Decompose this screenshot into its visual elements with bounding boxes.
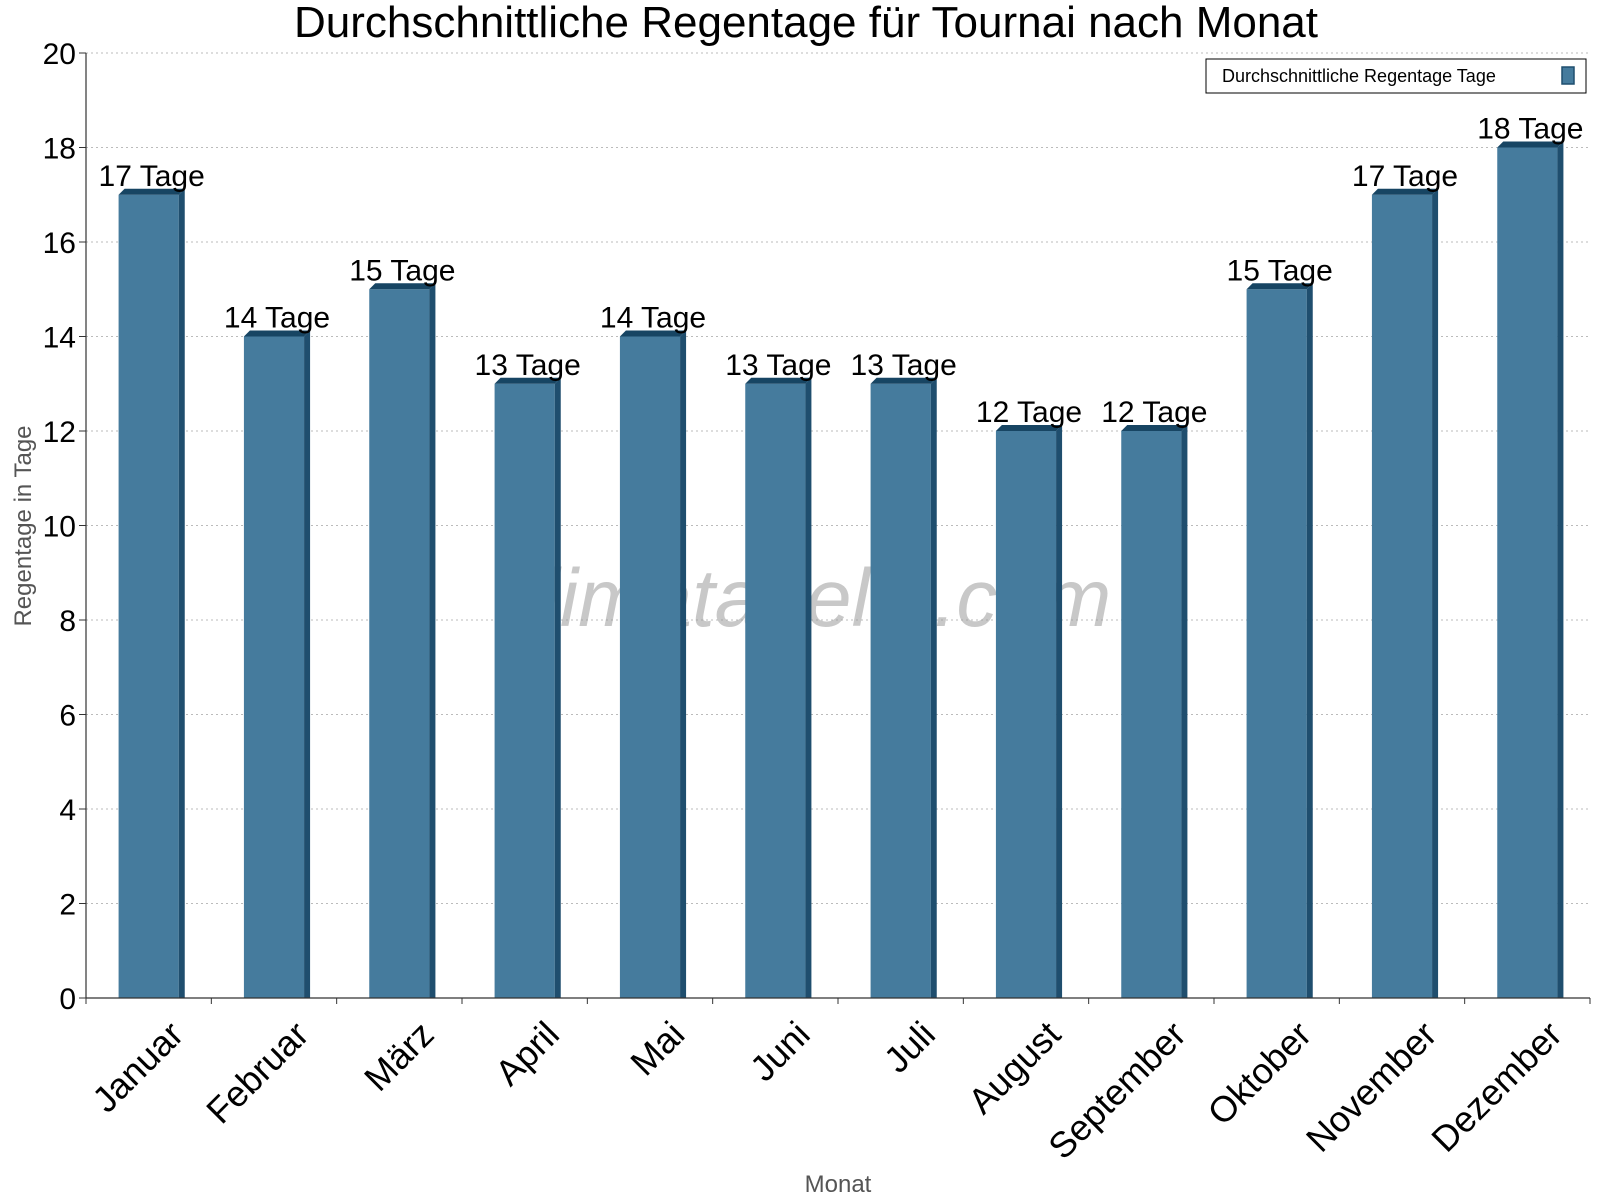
chart-title: Durchschnittliche Regentage für Tournai … (294, 0, 1318, 47)
bar (369, 289, 430, 998)
bar (870, 383, 931, 998)
bar (118, 194, 179, 998)
x-tick-label: Mai (622, 1013, 692, 1083)
x-tick-label: November (1298, 1013, 1444, 1159)
bar-top (494, 377, 561, 384)
bar (745, 383, 806, 998)
bar-side (1181, 425, 1188, 998)
legend-label: Durchschnittliche Regentage Tage (1222, 66, 1496, 86)
bar (243, 336, 305, 998)
bar-side (1432, 188, 1439, 998)
bar-top (243, 330, 311, 337)
bar-value-label: 13 Tage (475, 349, 581, 382)
bar-side (429, 283, 436, 998)
bar-side (1306, 283, 1313, 998)
bar (995, 431, 1057, 998)
y-tick-label: 8 (59, 605, 76, 638)
bar-side (1557, 141, 1564, 998)
bar-side (554, 377, 561, 998)
bar-value-label: 13 Tage (851, 349, 957, 382)
bar-top (118, 188, 185, 195)
y-tick-label: 6 (59, 700, 76, 733)
legend-swatch (1561, 66, 1575, 85)
x-tick-label: März (356, 1013, 442, 1099)
x-tick-label: Dezember (1423, 1013, 1569, 1159)
bar-top (995, 425, 1063, 431)
bar-top (369, 283, 436, 290)
y-tick-label: 10 (43, 511, 76, 544)
bar (1246, 289, 1307, 998)
y-tick-label: 0 (59, 983, 76, 1016)
legend: Durchschnittliche Regentage Tage (1205, 58, 1587, 94)
bar-value-label: 17 Tage (99, 160, 205, 193)
bar-side (1056, 425, 1063, 998)
bar-value-label: 15 Tage (349, 254, 455, 287)
y-tick-label: 20 (43, 38, 76, 71)
bar (1121, 431, 1182, 998)
x-axis-title: Monat (805, 1171, 872, 1198)
bar-value-label: 18 Tage (1477, 113, 1583, 146)
bar-top (1497, 141, 1564, 148)
y-tick-label: 14 (43, 322, 76, 355)
x-tick-label: Juni (742, 1013, 818, 1089)
bars-group: 17 Tage 14 Tage 15 Tage 13 Tage 14 Tage 13 Ta… (99, 113, 1583, 998)
bar-value-label: 17 Tage (1352, 160, 1458, 193)
bar (619, 336, 681, 998)
x-tick-label: Januar (84, 1013, 191, 1120)
bar-value-label: 12 Tage (976, 396, 1082, 429)
x-tick-label: Juli (876, 1013, 943, 1080)
bar-value-label: 15 Tage (1227, 254, 1333, 287)
bar-side (680, 330, 687, 998)
bar-value-label: 14 Tage (600, 302, 706, 335)
bar-top (1121, 425, 1188, 431)
y-axis-title: Regentage in Tage (10, 425, 37, 626)
bar (494, 383, 555, 998)
bar-value-label: 13 Tage (725, 349, 831, 382)
bar-top (1246, 283, 1313, 290)
bar-top (619, 330, 687, 337)
bar-side (304, 330, 311, 998)
y-tick-label: 18 (43, 133, 76, 166)
bar-top (1371, 188, 1439, 195)
y-tick-label: 4 (59, 794, 76, 827)
bar (1371, 194, 1433, 998)
bar-side (178, 188, 185, 998)
x-axis-ticks: Januar Februar März April Mai Juni Juli AugustS… (84, 998, 1591, 1167)
bar-value-label: 14 Tage (224, 302, 330, 335)
x-tick-label: Februar (198, 1013, 316, 1131)
y-tick-label: 12 (43, 416, 76, 449)
bar (1497, 147, 1558, 998)
bar-value-label: 12 Tage (1101, 396, 1207, 429)
legend-box (1205, 58, 1587, 94)
y-axis-ticks: 0 2 4 6 8 10 12 14 16 18 20 (43, 38, 86, 1016)
bar-top (745, 377, 812, 384)
x-tick-label: September (1040, 1013, 1194, 1167)
grid-lines (86, 52, 1590, 904)
y-tick-label: 16 (43, 227, 76, 260)
bar-top (870, 377, 937, 384)
x-tick-label: August (960, 1013, 1068, 1121)
bar-side (930, 377, 937, 998)
x-tick-label: Oktober (1199, 1013, 1319, 1133)
bar-side (805, 377, 812, 998)
x-tick-label: April (487, 1013, 567, 1093)
y-tick-label: 2 (59, 889, 76, 922)
